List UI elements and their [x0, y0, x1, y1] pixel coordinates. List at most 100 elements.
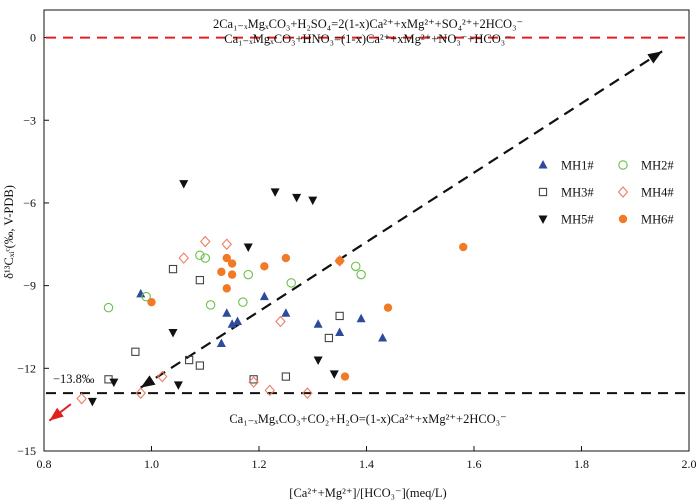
legend-label: MH3# [561, 186, 594, 200]
data-point [350, 261, 361, 272]
data-point [313, 356, 323, 366]
data-point [147, 297, 156, 307]
top-equation-1: 2Ca₁₋ₓMgₓCO₃+H₂SO₄=2(1-x)Ca²⁺+xMg²⁺+SO₄²… [213, 17, 523, 31]
data-point [136, 288, 146, 298]
legend: MH1# MH2# MH3# MH4# MH5# MH6# [538, 159, 674, 227]
x-tick-label: 1.2 [252, 457, 267, 471]
legend-marker [538, 215, 548, 224]
data-point [195, 275, 205, 285]
y-tick-label: −3 [23, 113, 36, 127]
reference-lines [46, 36, 687, 395]
data-point [233, 316, 242, 325]
data-point [281, 372, 291, 381]
data-point [260, 262, 269, 271]
data-point [200, 253, 211, 263]
legend-label: MH5# [561, 213, 594, 227]
data-point [222, 253, 231, 263]
data-point [184, 355, 194, 365]
data-point [243, 269, 254, 280]
legend-label: MH2# [641, 159, 674, 173]
data-point [335, 327, 345, 336]
data-point [141, 291, 151, 302]
y-axis-label: δ¹³Cₓᵢᶜ(‰, V-PDB) [2, 185, 16, 279]
data-point [109, 378, 119, 388]
arrow-head-up [647, 51, 663, 64]
data-point [238, 297, 248, 307]
y-tick-label: 0 [30, 31, 36, 45]
data-point [222, 284, 231, 293]
value-label: −13.8‰ [53, 372, 95, 386]
data-point [270, 188, 280, 197]
data-point [281, 308, 291, 317]
data-point [378, 332, 388, 342]
legend-marker [618, 160, 628, 170]
data-point [275, 315, 286, 328]
legend-label: MH1# [561, 159, 594, 173]
data-point [135, 387, 146, 399]
arrows [48, 50, 663, 422]
data-point [324, 333, 334, 343]
data-point [313, 319, 323, 328]
x-tick-label: 1.4 [359, 457, 374, 471]
data-point [264, 384, 275, 397]
plot-frame [43, 9, 690, 452]
data-point [195, 250, 205, 261]
y-tick-label: −6 [23, 196, 36, 210]
data-point [243, 243, 253, 253]
data-point [222, 308, 232, 317]
data-point [248, 376, 259, 388]
legend-marker [538, 187, 548, 197]
data-point [286, 278, 296, 288]
top-equation-2: Ca₁₋ₓMgₓCO₃+HNO₃=(1-x)Ca²⁺+xMg²⁺+NO₃⁻+HC… [224, 32, 511, 46]
data-point [329, 370, 339, 379]
x-tick-label: 0.8 [37, 457, 52, 471]
data-point [216, 338, 226, 348]
data-point [340, 372, 350, 381]
x-tick-label: 1.8 [574, 457, 589, 471]
data-point [217, 267, 226, 277]
x-tick-label: 1.6 [467, 457, 482, 471]
bottom-equation: Ca₁₋ₓMgₓCO₃+CO₂+H₂O=(1-x)Ca²⁺+xMg²⁺+2HCO… [229, 412, 506, 426]
data-point [259, 291, 269, 301]
data-point [281, 253, 291, 263]
data-point [227, 319, 237, 328]
data-point [356, 269, 366, 280]
data-point [87, 397, 97, 407]
x-axis-label: [Ca²⁺+Mg²⁺]/[HCO₃⁻](meq/L) [289, 486, 446, 500]
arrow-head-down [140, 375, 156, 388]
y-tick-label: −9 [23, 279, 36, 293]
data-point [308, 196, 318, 206]
x-tick-label: 1.0 [144, 457, 159, 471]
legend-label: MH6# [641, 213, 674, 227]
data-point [292, 193, 302, 203]
data-points [76, 180, 468, 407]
data-point [302, 387, 313, 399]
data-point [76, 392, 87, 405]
legend-label: MH4# [641, 186, 674, 200]
data-point [227, 259, 237, 268]
data-point [459, 242, 468, 252]
data-point [335, 256, 344, 266]
legend-marker [618, 214, 628, 224]
data-point [179, 180, 189, 189]
data-point [173, 381, 183, 390]
data-point [356, 313, 366, 323]
legend-marker [617, 186, 629, 198]
legend-marker [538, 160, 548, 169]
data-point [178, 252, 189, 264]
data-point [103, 302, 114, 313]
data-point [157, 370, 168, 383]
data-point [227, 270, 237, 279]
data-point [383, 303, 393, 312]
trend-arrow-line [140, 50, 663, 389]
axes-ticks: 0.8 1.0 1.2 1.4 1.6 1.8 2.0 0 −3 −6 −9 −12 −15 [17, 31, 696, 471]
data-point [168, 264, 178, 274]
red-arrow-head [49, 407, 64, 421]
data-point [221, 238, 232, 251]
data-point [168, 328, 178, 338]
x-tick-label: 2.0 [682, 457, 697, 471]
y-tick-label: −12 [17, 361, 36, 375]
data-point [131, 347, 140, 356]
data-point [200, 235, 211, 248]
